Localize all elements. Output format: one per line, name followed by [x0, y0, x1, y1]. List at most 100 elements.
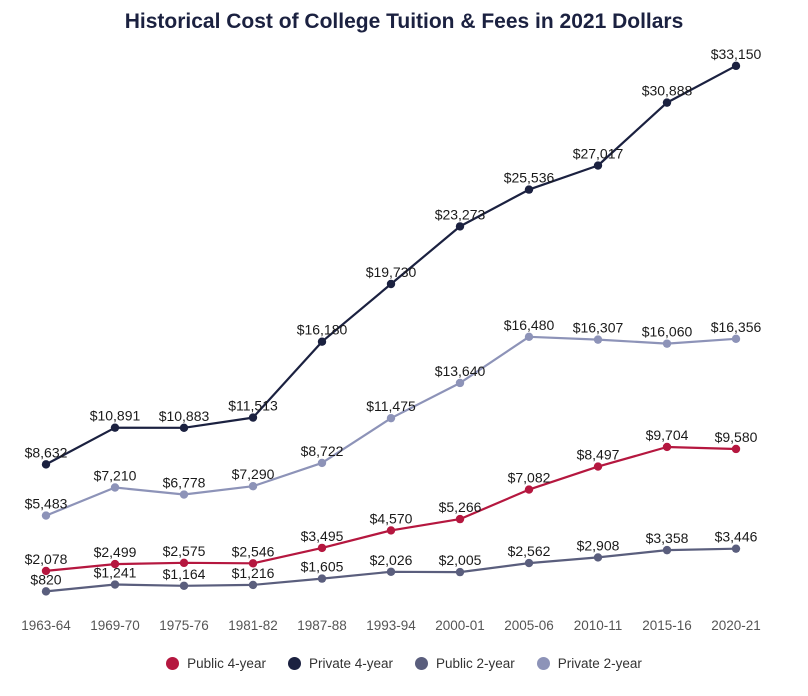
data-point[interactable]: [524, 185, 534, 194]
data-label: $3,358: [646, 530, 689, 546]
data-label: $5,266: [439, 499, 482, 515]
data-point[interactable]: [179, 423, 189, 432]
legend-item-public-2-year[interactable]: Public 2-year: [415, 656, 515, 671]
x-tick-label: 2020-21: [711, 618, 761, 633]
data-point[interactable]: [41, 460, 51, 469]
series-private-4-year: [41, 61, 741, 469]
data-point[interactable]: [386, 526, 396, 535]
data-point[interactable]: [455, 567, 465, 577]
x-tick-label: 1975-76: [159, 618, 209, 633]
data-point[interactable]: [593, 161, 603, 170]
legend-swatch: [287, 657, 301, 670]
data-point[interactable]: [179, 581, 189, 590]
x-tick-label: 2015-16: [642, 618, 692, 633]
data-point[interactable]: [731, 544, 741, 553]
legend-item-private-4-year[interactable]: Private 4-year: [287, 656, 393, 671]
data-label: $30,888: [642, 83, 693, 99]
data-point[interactable]: [524, 485, 534, 494]
data-point[interactable]: [179, 490, 189, 499]
data-label: $33,150: [711, 46, 762, 62]
data-point[interactable]: [317, 337, 327, 346]
data-point[interactable]: [593, 335, 603, 344]
data-point[interactable]: [662, 339, 672, 348]
data-label: $7,290: [232, 466, 275, 482]
data-point[interactable]: [455, 222, 465, 231]
data-point[interactable]: [317, 458, 327, 468]
data-label: $2,499: [94, 544, 137, 560]
data-label: $2,005: [439, 552, 482, 568]
data-point[interactable]: [662, 545, 672, 555]
data-label: $1,164: [163, 566, 206, 582]
data-point[interactable]: [593, 553, 603, 562]
data-point[interactable]: [110, 559, 120, 569]
data-point[interactable]: [662, 442, 672, 452]
data-label: $10,883: [159, 408, 210, 424]
data-label: $10,891: [90, 408, 141, 424]
data-label: $1,216: [232, 565, 275, 581]
data-point[interactable]: [110, 580, 120, 589]
data-point[interactable]: [731, 444, 741, 454]
data-point[interactable]: [731, 334, 741, 344]
data-point[interactable]: [455, 514, 465, 524]
data-point[interactable]: [110, 483, 120, 492]
legend-label: Public 2-year: [436, 656, 515, 671]
data-point[interactable]: [455, 378, 465, 388]
data-label: $7,082: [508, 470, 551, 486]
data-point[interactable]: [386, 413, 396, 423]
data-point[interactable]: [179, 558, 189, 568]
line-chart: $5,483 $7,210 $6,778 $7,290 $8,722 $11,475 $13…: [21, 46, 762, 633]
data-point[interactable]: [248, 580, 258, 590]
data-label: $2,562: [508, 543, 551, 559]
data-label: $9,580: [715, 429, 758, 445]
data-label: $11,475: [366, 398, 416, 414]
series-line: [45, 335, 737, 517]
data-label: $2,908: [577, 537, 620, 553]
data-point[interactable]: [110, 423, 120, 432]
x-tick-label: 2005-06: [504, 618, 554, 633]
data-label: $5,483: [25, 496, 68, 512]
data-point[interactable]: [317, 543, 327, 553]
data-point[interactable]: [248, 559, 258, 568]
x-tick-label: 1963-64: [21, 618, 71, 633]
data-point[interactable]: [524, 558, 534, 568]
series-public-2-year: [41, 544, 741, 596]
data-point[interactable]: [41, 511, 51, 520]
x-tick-label: 2000-01: [435, 618, 485, 633]
data-label: $3,495: [301, 528, 344, 544]
series-layer: [41, 61, 741, 596]
data-label: $8,722: [301, 443, 344, 459]
x-axis-ticks: 1963-64 1969-70 1975-76 1981-82 1987-88 1993-…: [21, 618, 761, 633]
data-label: $16,356: [711, 319, 762, 335]
legend-label: Private 4-year: [308, 656, 393, 671]
data-label: $23,273: [435, 206, 486, 222]
data-label: $25,536: [504, 170, 555, 186]
chart-title: Historical Cost of College Tuition & Fee…: [124, 10, 684, 33]
data-point[interactable]: [41, 566, 51, 576]
data-point[interactable]: [248, 482, 258, 491]
data-label: $27,017: [573, 146, 624, 162]
data-point[interactable]: [386, 567, 396, 576]
data-labels-layer: $5,483 $7,210 $6,778 $7,290 $8,722 $11,475 $13…: [25, 46, 762, 588]
data-point[interactable]: [662, 98, 672, 107]
data-point[interactable]: [731, 61, 741, 71]
x-tick-label: 1993-94: [366, 618, 416, 633]
data-point[interactable]: [593, 462, 603, 471]
data-label: $16,307: [573, 320, 624, 336]
data-point[interactable]: [317, 574, 327, 583]
data-label: $8,497: [577, 447, 620, 463]
legend-swatch: [166, 657, 180, 670]
data-label: $16,480: [504, 317, 555, 333]
data-label: $13,640: [435, 363, 486, 379]
data-point[interactable]: [386, 279, 396, 289]
data-point[interactable]: [248, 413, 258, 422]
data-label: $6,778: [163, 475, 206, 491]
data-label: $9,704: [646, 427, 689, 443]
x-tick-label: 1987-88: [297, 618, 347, 633]
data-point[interactable]: [41, 587, 51, 596]
data-point[interactable]: [524, 332, 534, 342]
legend-item-public-4-year[interactable]: Public 4-year: [166, 656, 266, 671]
data-label: $2,026: [370, 552, 413, 568]
x-tick-label: 2010-11: [574, 618, 623, 633]
legend-item-private-2-year[interactable]: Private 2-year: [536, 656, 642, 671]
data-label: $2,078: [25, 551, 68, 567]
